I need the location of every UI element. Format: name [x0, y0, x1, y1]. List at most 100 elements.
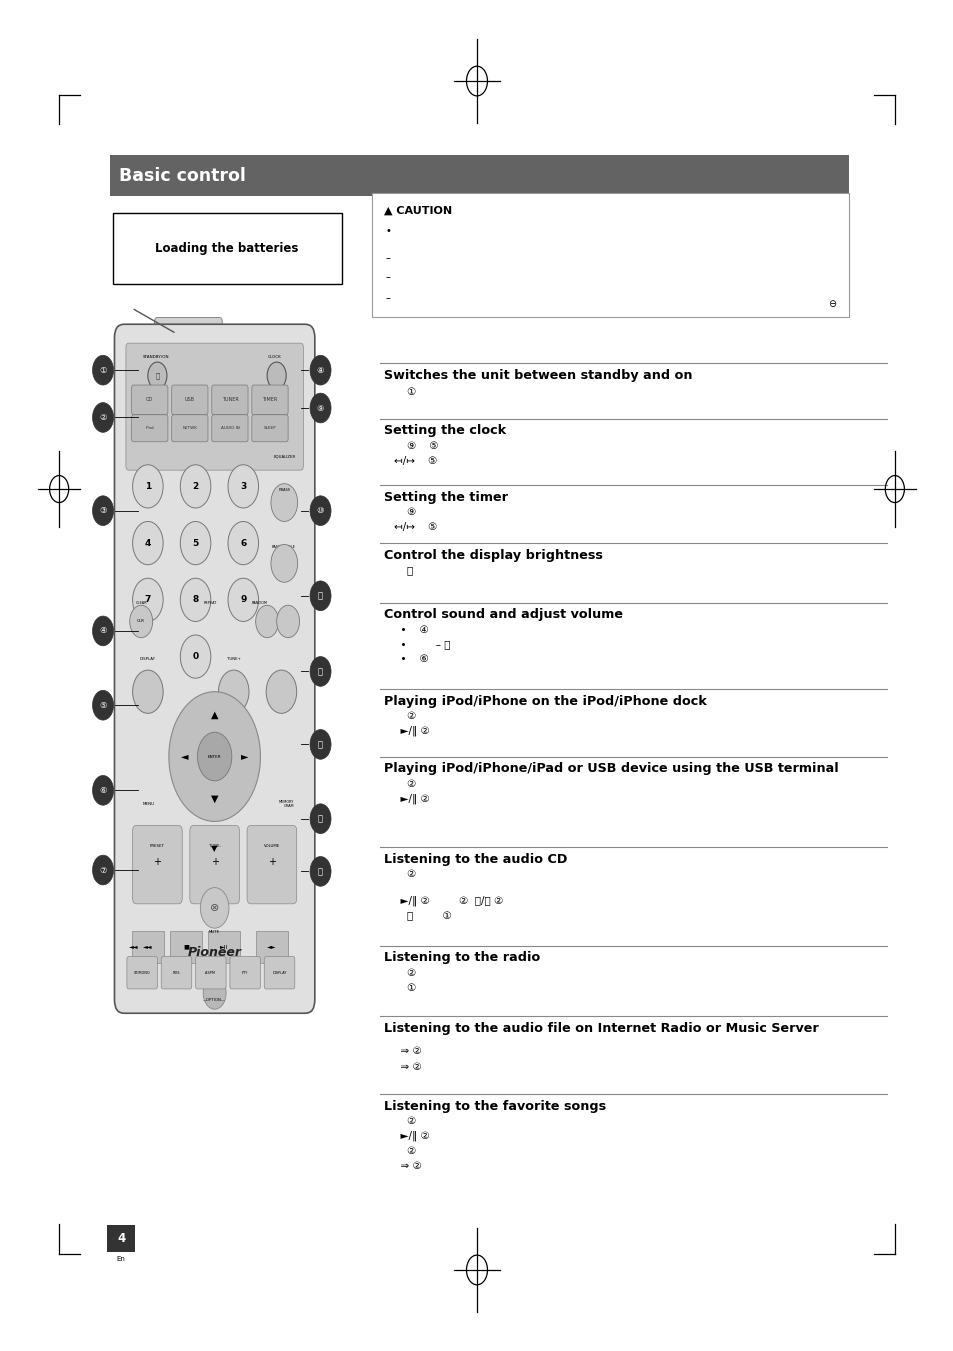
Text: Control sound and adjust volume: Control sound and adjust volume: [383, 608, 622, 621]
FancyBboxPatch shape: [132, 415, 168, 442]
Circle shape: [130, 605, 152, 638]
Text: A.SPM: A.SPM: [205, 971, 216, 974]
Text: ②: ②: [394, 778, 416, 789]
Text: ⑩: ⑩: [316, 507, 324, 515]
Text: 4: 4: [117, 1232, 125, 1246]
FancyBboxPatch shape: [126, 343, 303, 470]
FancyBboxPatch shape: [154, 317, 222, 359]
Text: 5: 5: [193, 539, 198, 547]
Text: ■: ■: [183, 944, 189, 950]
FancyBboxPatch shape: [132, 825, 182, 904]
Text: •: •: [385, 226, 391, 236]
Circle shape: [255, 605, 278, 638]
Circle shape: [310, 581, 331, 611]
Text: ②: ②: [394, 1146, 416, 1156]
Circle shape: [92, 496, 113, 526]
Text: ST/MONO: ST/MONO: [133, 971, 151, 974]
Text: ②: ②: [394, 869, 416, 880]
Circle shape: [310, 730, 331, 759]
Text: CLR: CLR: [137, 620, 145, 623]
Text: EQUALIZER: EQUALIZER: [274, 455, 295, 458]
Text: AUDIO IN: AUDIO IN: [220, 427, 239, 430]
Text: ◄: ◄: [181, 751, 189, 762]
Text: ▼: ▼: [212, 844, 217, 852]
FancyBboxPatch shape: [212, 415, 248, 442]
Circle shape: [92, 403, 113, 432]
Text: –: –: [385, 253, 390, 263]
Text: 0: 0: [193, 653, 198, 661]
Text: CD: CD: [146, 397, 153, 403]
Text: •    ④: • ④: [394, 624, 428, 635]
Text: En: En: [116, 1256, 126, 1262]
Text: ②: ②: [394, 711, 416, 721]
Text: ◄◄: ◄◄: [129, 944, 138, 950]
Text: MEMORY
GRAM: MEMORY GRAM: [278, 800, 294, 808]
Text: ▲: ▲: [211, 709, 218, 720]
Text: Listening to the audio CD: Listening to the audio CD: [383, 852, 566, 866]
Circle shape: [92, 855, 113, 885]
Text: 3: 3: [240, 482, 246, 490]
Text: Basic control: Basic control: [119, 166, 246, 185]
Circle shape: [228, 578, 258, 621]
Text: ⑯: ⑯: [394, 565, 413, 576]
Text: 7: 7: [145, 596, 151, 604]
Circle shape: [276, 605, 299, 638]
Text: ⇒ ②: ⇒ ②: [394, 1046, 421, 1056]
Text: VOLUME: VOLUME: [263, 844, 280, 847]
Circle shape: [92, 616, 113, 646]
FancyBboxPatch shape: [212, 385, 248, 415]
Text: iPod: iPod: [145, 427, 154, 430]
Circle shape: [92, 775, 113, 805]
Text: –: –: [385, 293, 390, 304]
FancyBboxPatch shape: [252, 415, 288, 442]
Text: ⑨: ⑨: [316, 404, 324, 412]
Text: ①: ①: [99, 366, 107, 374]
Text: ②: ②: [394, 967, 416, 978]
Text: •         – ⑮: • – ⑮: [394, 639, 450, 650]
Text: NETWK: NETWK: [182, 427, 197, 430]
Text: TIMER: TIMER: [262, 397, 277, 403]
Text: ①: ①: [394, 982, 416, 993]
Text: ⑬         ①: ⑬ ①: [394, 911, 452, 921]
Text: 2: 2: [193, 482, 198, 490]
Text: ►/‖ ②: ►/‖ ②: [394, 725, 429, 736]
Text: ⑥: ⑥: [99, 786, 107, 794]
Text: USB: USB: [185, 397, 194, 403]
Text: –: –: [154, 938, 160, 948]
FancyBboxPatch shape: [208, 931, 240, 963]
Circle shape: [310, 657, 331, 686]
Circle shape: [310, 804, 331, 834]
Text: TUNE-: TUNE-: [209, 844, 220, 847]
Text: PTY: PTY: [242, 971, 248, 974]
Text: ⑨: ⑨: [394, 507, 416, 517]
Text: ③: ③: [99, 507, 107, 515]
Text: ⑨    ⑤: ⑨ ⑤: [394, 440, 438, 451]
FancyBboxPatch shape: [132, 385, 168, 415]
Circle shape: [218, 670, 249, 713]
Text: ⑭: ⑭: [317, 815, 323, 823]
FancyBboxPatch shape: [230, 957, 260, 989]
FancyBboxPatch shape: [372, 193, 848, 317]
Text: ②: ②: [99, 413, 107, 422]
Circle shape: [310, 857, 331, 886]
Text: ⑫: ⑫: [317, 667, 323, 676]
Text: P.BASS: P.BASS: [278, 489, 290, 492]
Text: ▼: ▼: [211, 793, 218, 804]
Text: CLOCK: CLOCK: [268, 355, 281, 358]
FancyBboxPatch shape: [252, 385, 288, 415]
Text: ①: ①: [394, 386, 416, 397]
Text: –: –: [269, 938, 274, 948]
Circle shape: [148, 362, 167, 389]
FancyBboxPatch shape: [255, 931, 288, 963]
FancyBboxPatch shape: [127, 957, 157, 989]
Text: Setting the clock: Setting the clock: [383, 424, 505, 438]
Text: ④: ④: [99, 627, 107, 635]
Text: DISPLAY: DISPLAY: [140, 658, 155, 661]
Circle shape: [310, 496, 331, 526]
Circle shape: [92, 355, 113, 385]
Text: ↤/↦    ⑤: ↤/↦ ⑤: [394, 521, 436, 532]
Text: SLEEP: SLEEP: [263, 427, 276, 430]
Text: 4: 4: [145, 539, 151, 547]
Text: ⑪: ⑪: [317, 592, 323, 600]
Text: ⑤: ⑤: [99, 701, 107, 709]
